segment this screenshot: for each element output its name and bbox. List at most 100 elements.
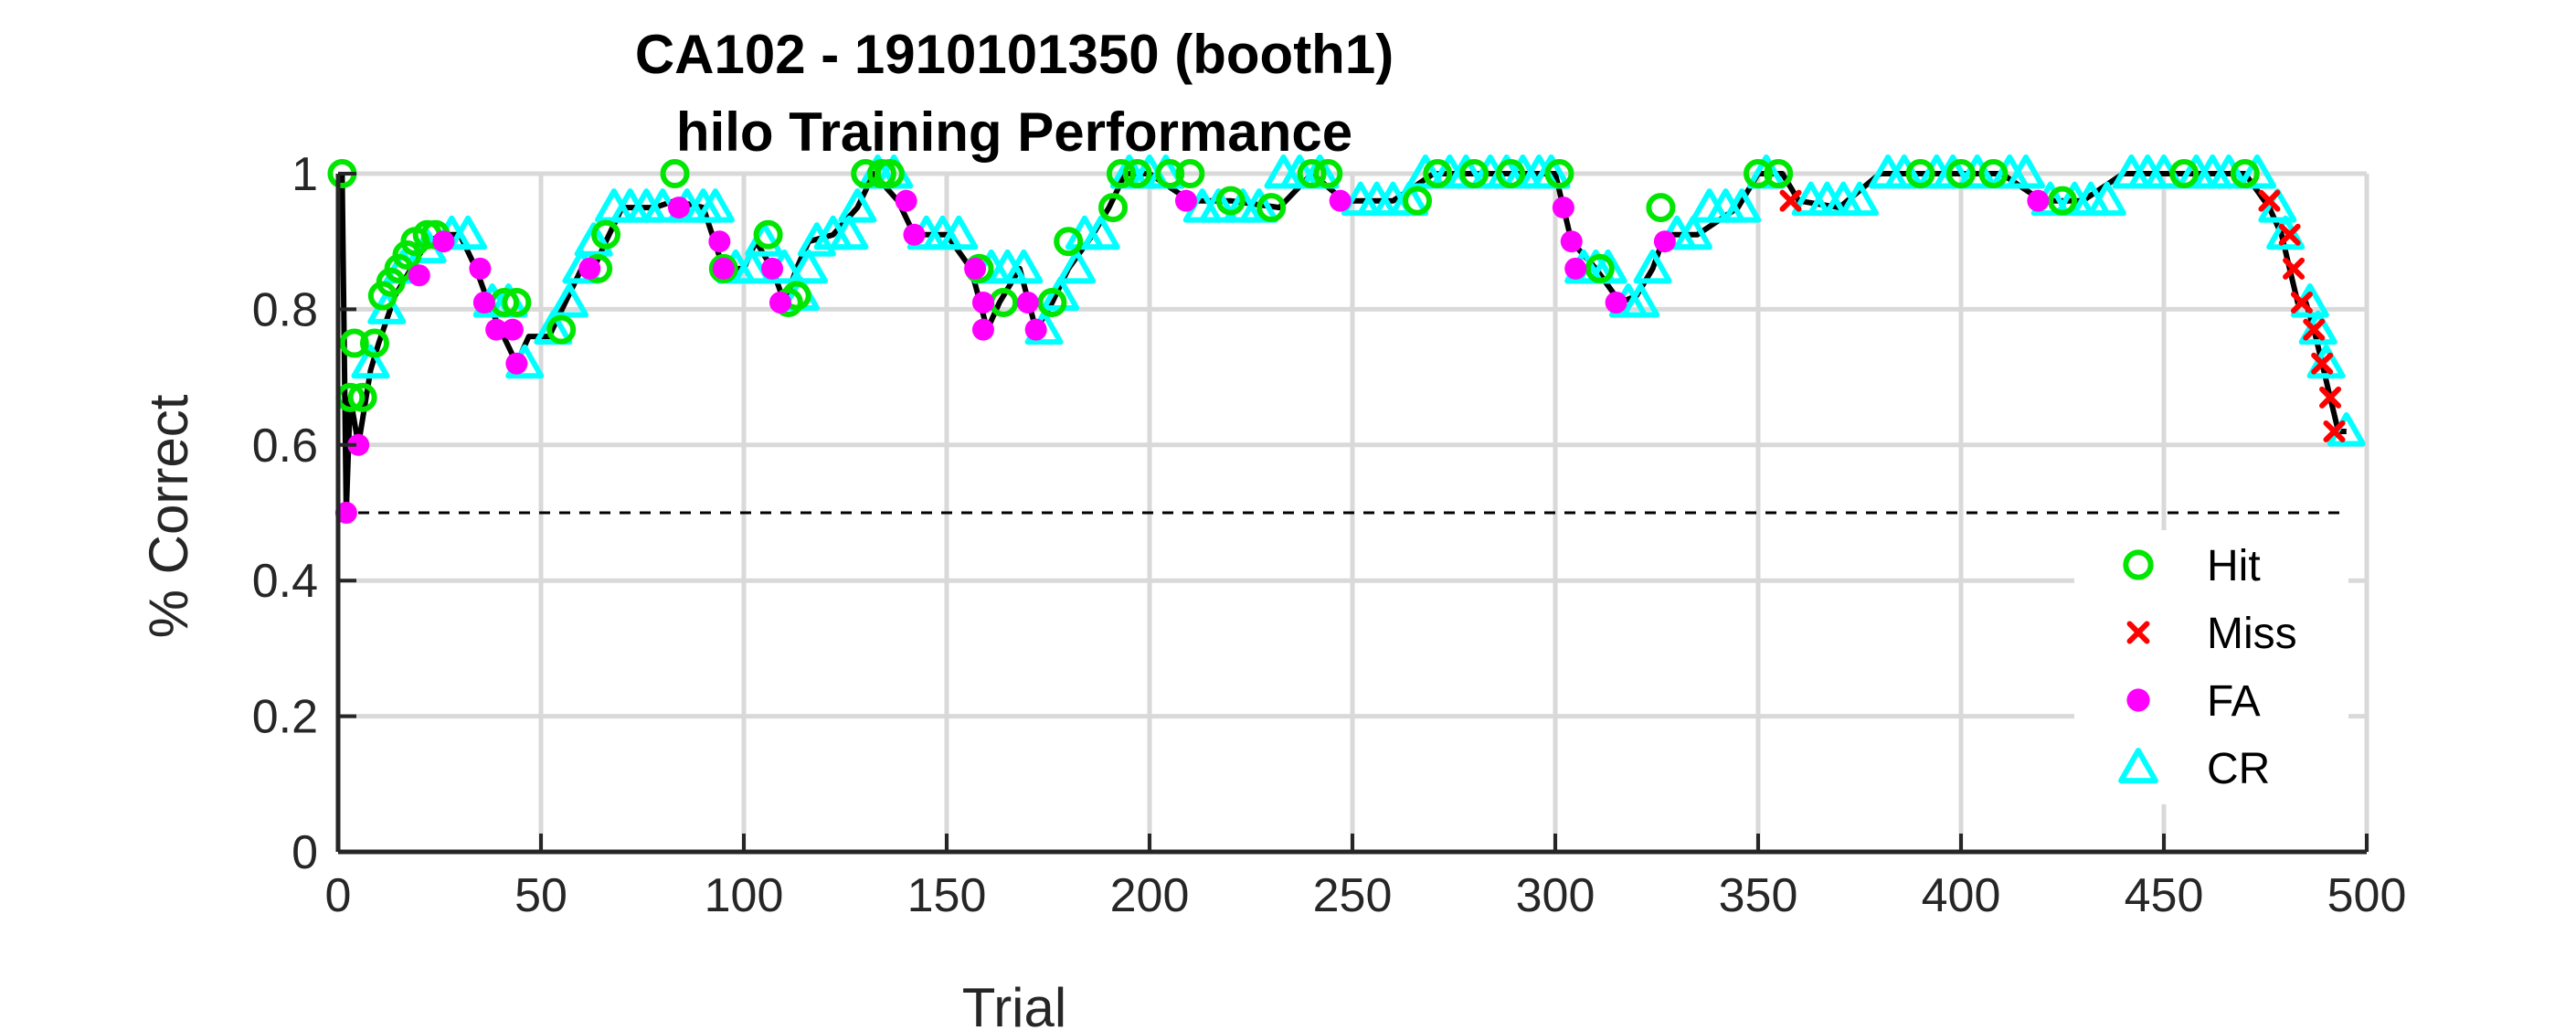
fa-marker — [347, 433, 370, 456]
fa-marker — [334, 502, 357, 524]
miss-marker — [2278, 223, 2301, 246]
hit-marker — [1646, 193, 1676, 223]
cr-marker — [1390, 181, 1429, 217]
y-tick-label: 0.6 — [252, 420, 318, 473]
cr-marker — [830, 215, 869, 250]
hit-marker — [1496, 159, 1526, 188]
hit-marker — [1054, 227, 1084, 257]
cr-marker — [695, 188, 735, 223]
miss-marker — [2283, 257, 2306, 280]
hit-marker — [1037, 287, 1067, 317]
cr-marker — [574, 222, 613, 257]
hit-marker — [1459, 159, 1489, 188]
miss-marker — [2258, 189, 2281, 212]
hit-marker — [660, 159, 690, 188]
hit-marker — [502, 287, 532, 317]
fa-marker — [408, 264, 430, 287]
hit-marker — [1155, 159, 1185, 188]
y-tick-label: 0.2 — [252, 691, 318, 744]
legend-item-hit: Hit — [2123, 542, 2261, 590]
chart-title-block: CA102 - 1910101350 (booth1) hilo Trainin… — [635, 24, 1394, 163]
cr-marker — [1723, 188, 1762, 223]
series-fa — [334, 189, 2050, 524]
hit-marker — [1744, 159, 1773, 188]
fa-marker — [1552, 197, 1574, 219]
legend-label-fa: FA — [2207, 677, 2261, 726]
fa-marker — [761, 257, 784, 280]
fa-marker — [1024, 318, 1047, 341]
x-tick-label: 200 — [1110, 869, 1190, 922]
hit-marker — [2048, 186, 2077, 216]
x-tick-label: 250 — [1313, 869, 1393, 922]
fa-marker — [1016, 291, 1039, 314]
fa-marker — [1564, 257, 1587, 280]
hit-marker — [347, 382, 377, 412]
fa-marker — [903, 223, 926, 246]
hit-marker — [1585, 253, 1615, 283]
x-tick-label: 150 — [907, 869, 987, 922]
cr-marker — [1746, 154, 1786, 189]
x-tick-label: 500 — [2327, 869, 2407, 922]
legend-item-cr: CR — [2118, 745, 2270, 793]
hit-marker — [1215, 186, 1246, 216]
cr-marker — [1199, 188, 1238, 223]
x-tick-labels: 0 50 100 150 200 250 300 350 400 450 500 — [325, 869, 2407, 922]
fa-marker — [472, 291, 495, 314]
cr-marker — [939, 215, 979, 250]
cr-marker — [1884, 154, 1924, 189]
fa-marker — [964, 257, 987, 280]
hit-marker — [708, 253, 738, 283]
cr-marker — [2210, 154, 2249, 189]
hit-marker — [2230, 159, 2260, 188]
fa-marker — [1653, 230, 1676, 253]
y-tick-label: 0.4 — [252, 555, 318, 608]
miss-marker — [2323, 420, 2346, 442]
hit-marker — [1946, 159, 1976, 188]
hit-marker — [591, 219, 621, 250]
x-tick-label: 50 — [514, 869, 567, 922]
fa-marker — [1329, 189, 1352, 212]
fa-marker — [578, 257, 601, 280]
fa-marker — [501, 318, 524, 341]
cr-marker — [1840, 181, 1879, 217]
y-tick-label: 1 — [292, 148, 318, 201]
miss-marker — [2311, 352, 2334, 375]
chart-subtitle: hilo Training Performance — [676, 101, 1352, 163]
cr-marker — [1934, 154, 1973, 189]
hit-marker — [359, 328, 389, 358]
x-tick-label: 0 — [325, 869, 352, 922]
hit-marker — [753, 219, 783, 250]
hit-marker — [1106, 159, 1136, 188]
cr-marker — [1447, 154, 1486, 189]
legend: Hit Miss FA CR — [2074, 530, 2348, 804]
x-tick-label: 400 — [1922, 869, 2001, 922]
series-miss — [1779, 189, 2346, 442]
cr-marker — [732, 249, 771, 284]
legend-box — [2074, 530, 2348, 804]
chart-title: CA102 - 1910101350 (booth1) — [635, 24, 1394, 85]
miss-marker — [1779, 189, 1802, 212]
x-tick-label: 350 — [1719, 869, 1798, 922]
hit-marker — [1403, 186, 1433, 216]
fa-marker — [1174, 189, 1197, 212]
fa-marker — [895, 189, 917, 212]
hit-marker — [339, 328, 369, 358]
miss-marker — [2290, 291, 2313, 314]
axes — [335, 172, 2369, 855]
cr-marker — [2007, 154, 2046, 189]
cr-marker — [1081, 215, 1120, 250]
fa-marker — [2027, 189, 2050, 212]
legend-item-fa: FA — [2126, 677, 2261, 726]
cr-marker — [534, 310, 573, 345]
cr-marker — [1621, 282, 1660, 318]
legend-label-miss: Miss — [2207, 610, 2297, 658]
fa-marker — [485, 318, 508, 341]
hit-marker — [1905, 159, 1935, 188]
cr-marker — [1532, 154, 1571, 189]
fa-marker — [469, 257, 492, 280]
cr-marker — [1588, 249, 1627, 284]
cr-marker — [2258, 188, 2297, 223]
cr-marker — [351, 344, 390, 379]
cr-marker — [1957, 154, 1997, 189]
fa-marker — [505, 352, 528, 375]
